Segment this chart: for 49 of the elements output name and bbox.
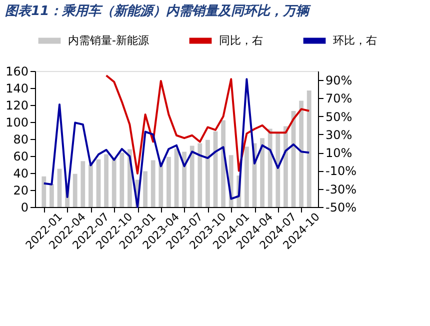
y2-tick-label: -30% xyxy=(326,182,357,196)
bar xyxy=(284,126,288,207)
y-tick-label: 140 xyxy=(6,82,28,96)
bar xyxy=(260,138,264,207)
bar xyxy=(182,152,186,207)
legend-label: 环比，右 xyxy=(333,34,377,47)
y2-tick-label: 50% xyxy=(326,110,352,124)
bar xyxy=(104,154,108,207)
y-tick-label: 120 xyxy=(6,98,28,112)
y2-tick-label: 10% xyxy=(326,146,352,160)
y2-tick-label: 30% xyxy=(326,128,352,142)
legend-label: 同比，右 xyxy=(219,34,263,47)
bar xyxy=(112,158,116,207)
y-tick-label: 40 xyxy=(13,166,28,180)
bar xyxy=(88,164,93,207)
bar xyxy=(166,156,171,207)
y2-tick-label: 70% xyxy=(326,92,352,106)
line-series xyxy=(42,78,310,208)
y-tick-label: 20 xyxy=(13,184,28,198)
bar xyxy=(276,133,280,207)
line-series xyxy=(105,74,310,174)
bar xyxy=(50,184,54,207)
bar xyxy=(244,146,249,207)
y-tick-label: 100 xyxy=(6,116,28,130)
bar xyxy=(221,120,226,207)
bar xyxy=(158,162,164,207)
y-tick-label: 0 xyxy=(20,200,28,214)
y2-tick-label: -10% xyxy=(326,164,357,178)
y-tick-label: 80 xyxy=(13,132,28,146)
bar xyxy=(206,140,210,207)
y-tick-label: 60 xyxy=(13,150,28,164)
chart-title: 图表11：乘用车（新能源）内需销量及同环比，万辆 xyxy=(5,3,312,19)
bar xyxy=(42,176,46,207)
bar xyxy=(143,171,148,207)
bar xyxy=(150,160,156,207)
bar xyxy=(299,100,304,207)
legend-label: 内需销量-新能源 xyxy=(68,34,149,47)
bar xyxy=(96,159,101,207)
y-tick-label: 160 xyxy=(6,64,28,78)
bar xyxy=(268,128,272,207)
bar xyxy=(72,174,78,207)
bar xyxy=(57,168,62,207)
bar xyxy=(306,90,312,207)
bar xyxy=(190,146,194,207)
y2-tick-label: -50% xyxy=(326,200,357,214)
y2-tick-label: 90% xyxy=(326,74,352,88)
bar xyxy=(80,161,86,207)
bar xyxy=(120,152,124,207)
bar xyxy=(198,143,202,207)
